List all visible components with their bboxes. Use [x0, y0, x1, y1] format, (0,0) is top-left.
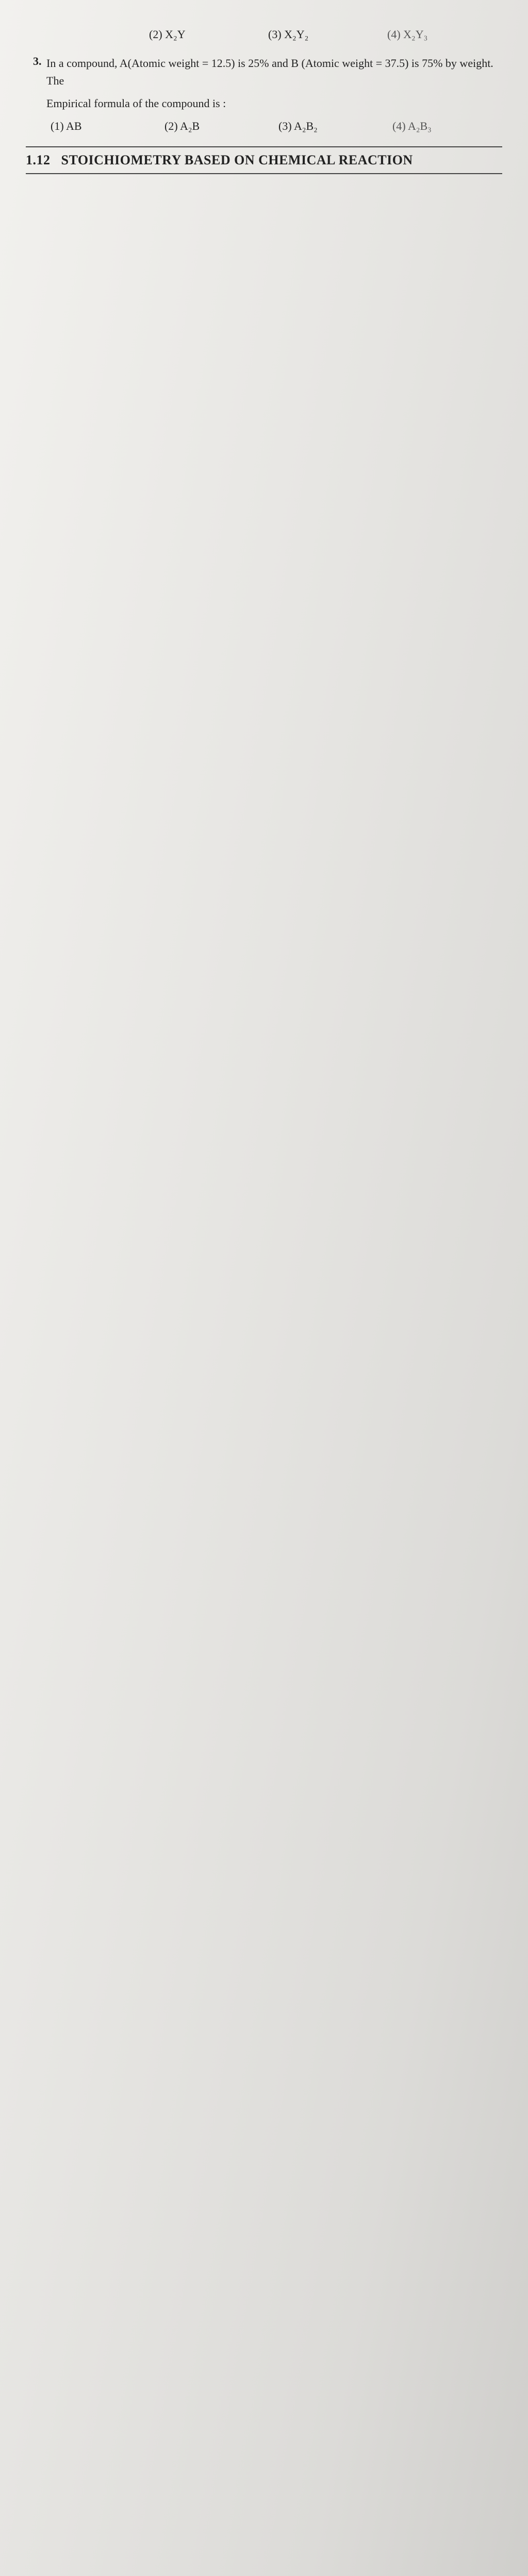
section-number: 1.12 [26, 152, 51, 167]
question-number: 3. [33, 55, 42, 68]
q3-options-row: (1) AB (2) A₂B (3) A₂B₂ (4) A₂B₃ [46, 120, 502, 133]
prev-option-3: (3) X₂Y₂ [264, 28, 383, 41]
question-text-line-2: Empirical formula of the compound is : [46, 95, 502, 112]
q3-option-2: (2) A₂B [160, 120, 274, 133]
page: (2) X₂Y (3) X₂Y₂ (4) X₂Y₃ 3. In a compou… [0, 0, 528, 2576]
prev-option-2: (2) X₂Y [145, 28, 264, 41]
question-3: 3. In a compound, A(Atomic weight = 12.5… [26, 55, 502, 133]
section-title: STOICHIOMETRY BASED ON CHEMICAL REACTION [61, 152, 413, 167]
q3-option-4: (4) A₂B₃ [388, 120, 502, 133]
q3-option-1: (1) AB [46, 120, 160, 133]
prev-question-options-row: (2) X₂Y (3) X₂Y₂ (4) X₂Y₃ [26, 28, 502, 41]
question-text-line-1: In a compound, A(Atomic weight = 12.5) i… [46, 55, 502, 90]
option-placeholder [26, 28, 145, 41]
q3-option-3: (3) A₂B₂ [274, 120, 388, 133]
section-heading: 1.12 STOICHIOMETRY BASED ON CHEMICAL REA… [26, 146, 502, 174]
prev-option-4: (4) X₂Y₃ [383, 28, 502, 41]
